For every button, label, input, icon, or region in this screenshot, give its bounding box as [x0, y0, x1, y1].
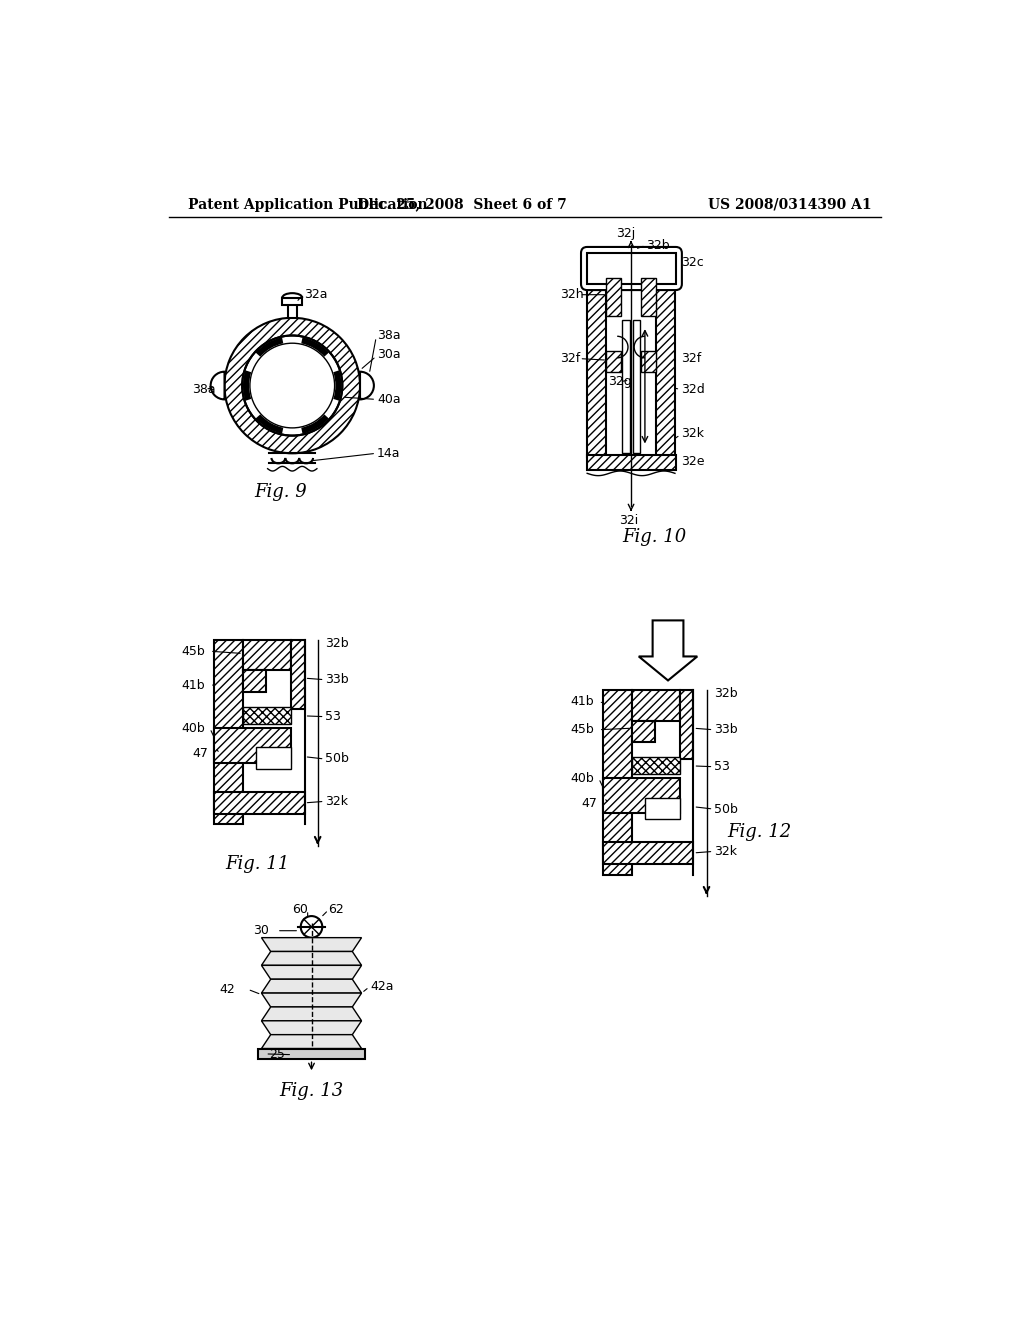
Polygon shape	[261, 1007, 361, 1020]
Text: 45b: 45b	[181, 644, 205, 657]
Text: 50b: 50b	[326, 752, 349, 766]
Text: 42: 42	[219, 982, 234, 995]
Text: 32d: 32d	[681, 383, 705, 396]
Wedge shape	[301, 414, 329, 434]
Text: 32k: 32k	[681, 426, 705, 440]
Text: 41b: 41b	[570, 694, 594, 708]
Text: 42a: 42a	[371, 981, 394, 994]
Text: 32b: 32b	[326, 638, 349, 649]
Wedge shape	[243, 371, 251, 401]
Bar	[587, 455, 676, 470]
Text: 32j: 32j	[615, 227, 635, 240]
Text: 38a: 38a	[193, 383, 216, 396]
Bar	[641, 277, 656, 317]
Text: 25: 25	[268, 1048, 285, 1061]
Text: 32i: 32i	[620, 513, 639, 527]
Polygon shape	[639, 620, 697, 681]
Text: Dec. 25, 2008  Sheet 6 of 7: Dec. 25, 2008 Sheet 6 of 7	[356, 198, 566, 211]
Bar	[633, 321, 640, 453]
Bar	[243, 640, 291, 671]
Text: 40a: 40a	[377, 393, 400, 407]
Text: Patent Application Publication: Patent Application Publication	[188, 198, 428, 211]
Bar	[602, 689, 632, 874]
Bar	[214, 792, 304, 813]
Bar	[632, 721, 655, 742]
Text: 32b: 32b	[714, 686, 738, 700]
Bar	[288, 304, 297, 318]
Text: 38a: 38a	[377, 329, 400, 342]
Bar	[622, 321, 630, 453]
Text: Fig. 13: Fig. 13	[280, 1082, 344, 1100]
Wedge shape	[301, 338, 329, 356]
Wedge shape	[224, 318, 360, 453]
Text: Fig. 10: Fig. 10	[622, 528, 686, 546]
Text: 32a: 32a	[304, 288, 328, 301]
Bar	[632, 689, 680, 721]
Bar	[602, 842, 693, 863]
Bar	[632, 758, 680, 775]
Text: Fig. 11: Fig. 11	[225, 855, 290, 874]
Bar	[587, 276, 605, 457]
Wedge shape	[256, 414, 284, 434]
Text: 30a: 30a	[377, 348, 400, 362]
Text: 32g: 32g	[608, 375, 632, 388]
Bar	[641, 351, 656, 372]
Wedge shape	[333, 371, 342, 401]
Bar	[680, 689, 693, 759]
Bar	[656, 276, 675, 457]
Text: 47: 47	[193, 747, 208, 760]
Text: 53: 53	[326, 710, 341, 723]
Bar	[645, 797, 680, 818]
Polygon shape	[261, 937, 361, 952]
Bar	[214, 729, 291, 763]
Polygon shape	[261, 1020, 361, 1035]
Text: 45b: 45b	[570, 723, 594, 737]
Bar	[243, 708, 291, 725]
Text: 50b: 50b	[714, 803, 738, 816]
Text: US 2008/0314390 A1: US 2008/0314390 A1	[708, 198, 871, 211]
Polygon shape	[261, 1035, 361, 1048]
Text: 32f: 32f	[681, 352, 701, 366]
Wedge shape	[211, 372, 224, 400]
Text: 47: 47	[581, 797, 597, 810]
Text: 40b: 40b	[181, 722, 205, 735]
Polygon shape	[261, 952, 361, 965]
Polygon shape	[261, 979, 361, 993]
Wedge shape	[256, 338, 284, 356]
Bar	[243, 671, 266, 692]
Bar	[589, 255, 674, 281]
Polygon shape	[261, 965, 361, 979]
Text: 32e: 32e	[681, 454, 705, 467]
Bar	[258, 1048, 366, 1059]
Polygon shape	[261, 993, 361, 1007]
Text: 32k: 32k	[714, 845, 737, 858]
Bar	[605, 351, 621, 372]
Bar	[256, 747, 291, 770]
Text: 33b: 33b	[326, 673, 349, 686]
Text: 33b: 33b	[714, 723, 738, 737]
Bar	[283, 298, 302, 305]
Text: 41b: 41b	[181, 680, 205, 693]
Text: 32b: 32b	[646, 239, 670, 252]
Bar	[587, 253, 676, 284]
Wedge shape	[360, 372, 374, 400]
Text: 60: 60	[292, 903, 307, 916]
Text: 14a: 14a	[377, 446, 400, 459]
Bar	[214, 640, 243, 825]
Text: 32h: 32h	[560, 288, 584, 301]
Text: 32c: 32c	[681, 256, 703, 269]
Text: Fig. 9: Fig. 9	[254, 483, 307, 500]
Text: 40b: 40b	[570, 772, 594, 785]
Text: 32f: 32f	[560, 352, 581, 366]
FancyBboxPatch shape	[581, 247, 682, 290]
Bar	[602, 779, 680, 813]
Text: 53: 53	[714, 760, 730, 774]
Bar	[605, 277, 621, 317]
Text: Fig. 12: Fig. 12	[727, 824, 792, 841]
Text: 62: 62	[329, 903, 344, 916]
Text: 30: 30	[253, 924, 269, 937]
Text: 32k: 32k	[326, 795, 348, 808]
Bar	[291, 640, 304, 709]
